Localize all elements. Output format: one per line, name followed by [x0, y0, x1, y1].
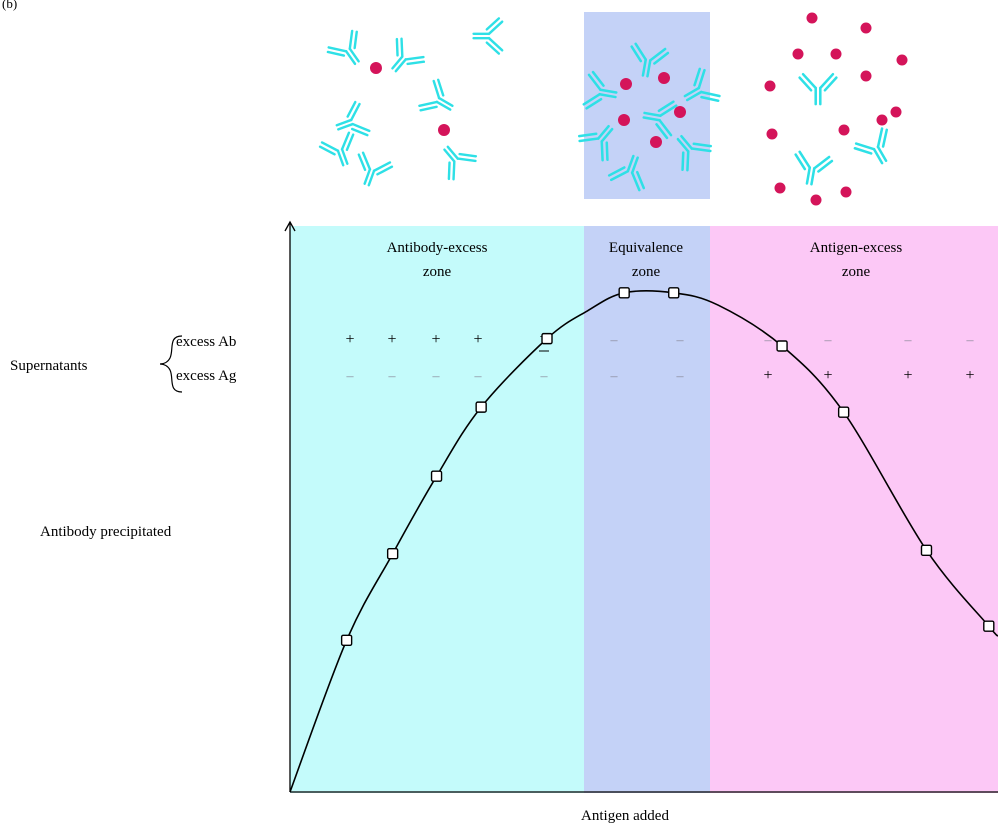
antigen-icon [650, 136, 662, 148]
data-point [386, 548, 399, 560]
supernatant-sign: – [966, 333, 975, 348]
antibody-icon [335, 100, 371, 137]
data-point [668, 287, 680, 299]
antigen-icon [774, 182, 786, 194]
supernatant-sign: + [345, 331, 354, 348]
data-point [475, 401, 487, 413]
antibody-excess-zone-title: Antibody-excess [387, 240, 488, 256]
antibody-excess-illustration [318, 17, 504, 187]
antigen-excess-zone-title: Antigen-excess [810, 240, 903, 256]
supernatant-sign: – [346, 369, 355, 384]
antigen-icon [896, 54, 908, 66]
antibody-icon [607, 154, 646, 192]
antigen-excess-illustration [764, 12, 908, 206]
data-point [430, 470, 443, 482]
data-point [618, 287, 630, 299]
antibody-icon [357, 151, 394, 187]
plot-area [284, 220, 998, 793]
antibody-icon [577, 124, 614, 162]
antigen-icon [792, 48, 804, 60]
antibody-icon [798, 72, 838, 106]
antibody-icon [853, 127, 889, 165]
supernatant-sign: – [764, 333, 773, 348]
antibody-icon [642, 100, 678, 140]
antibody-icon [683, 67, 721, 103]
supernatant-sign: + [473, 331, 482, 348]
x-axis-label: Antigen added [581, 808, 669, 824]
y-axis-arrow [284, 220, 296, 232]
panel-label: (b) [2, 0, 17, 11]
antibody-icon [472, 17, 504, 55]
antigen-icon [370, 62, 382, 74]
supernatant-sign: + [965, 367, 974, 384]
supernatant-sign: – [388, 369, 397, 384]
supernatant-sign: + [431, 331, 440, 348]
antibody-icon [630, 42, 670, 78]
antigen-icon [620, 78, 632, 90]
data-point [983, 620, 995, 632]
equivalence-zone-background [584, 226, 710, 793]
supernatant-sign: – [474, 369, 483, 384]
antibody-excess-zone-subtitle: zone [423, 264, 452, 280]
antibody-icon [326, 29, 360, 66]
antigen-icon [830, 48, 842, 60]
antigen-excess-zone-background [710, 226, 998, 793]
supernatant-sign: – [676, 369, 685, 384]
antigen-icon [890, 106, 902, 118]
supernatant-sign: – [904, 333, 913, 348]
antigen-icon [860, 22, 872, 34]
supernatants-brace [159, 335, 183, 393]
supernatant-sign: – [540, 369, 549, 384]
equivalence-illustration [577, 42, 721, 192]
lattice-illustrations [318, 12, 908, 206]
y-axis-label: Antibody precipitated [40, 524, 172, 540]
supernatant-sign: + [903, 367, 912, 384]
antigen-icon [674, 106, 686, 118]
antigen-icon [860, 70, 872, 82]
zone-labels: Antibody-excess zone Equivalence zone An… [387, 240, 903, 280]
antigen-icon [876, 114, 888, 126]
supernatant-sign: – [610, 369, 619, 384]
supernatant-sign: – [676, 333, 685, 348]
supernatants-label: Supernatants [10, 358, 88, 374]
antigen-icon [766, 128, 778, 140]
antigen-icon [618, 114, 630, 126]
data-point [837, 406, 850, 418]
antigen-icon [438, 124, 450, 136]
supernatant-sign: + [387, 331, 396, 348]
antigen-icon [838, 124, 850, 136]
antigen-excess-zone-subtitle: zone [842, 264, 871, 280]
antigen-icon [810, 194, 822, 206]
antibody-icon [794, 150, 834, 186]
antibody-icon [318, 131, 355, 167]
supernatants-legend: Supernatants excess Ab excess Ag [10, 334, 237, 393]
antibody-icon [418, 78, 454, 112]
antibody-excess-zone-background [290, 226, 584, 793]
equivalence-zone-subtitle: zone [632, 264, 661, 280]
antibody-icon [676, 134, 713, 172]
supernatant-sign: + [823, 367, 832, 384]
antibody-icon [582, 70, 618, 110]
data-point [340, 634, 353, 647]
supernatant-sign: – [610, 333, 619, 348]
equivalence-illustration-background [584, 12, 710, 199]
supernatant-sign: – [432, 369, 441, 384]
antigen-icon [806, 12, 818, 24]
excess-ab-row-label: excess Ab [176, 334, 236, 350]
data-point [776, 340, 788, 352]
antibody-icon [391, 37, 426, 73]
supernatant-sign: + [763, 367, 772, 384]
supernatant-sign: – [824, 333, 833, 348]
data-point [541, 332, 553, 345]
antibody-icon [443, 145, 478, 181]
antigen-icon [840, 186, 852, 198]
antigen-icon [658, 72, 670, 84]
antigen-icon [764, 80, 776, 92]
data-point [920, 544, 933, 557]
equivalence-zone-title: Equivalence [609, 240, 683, 256]
excess-ag-row-label: excess Ag [176, 368, 237, 384]
